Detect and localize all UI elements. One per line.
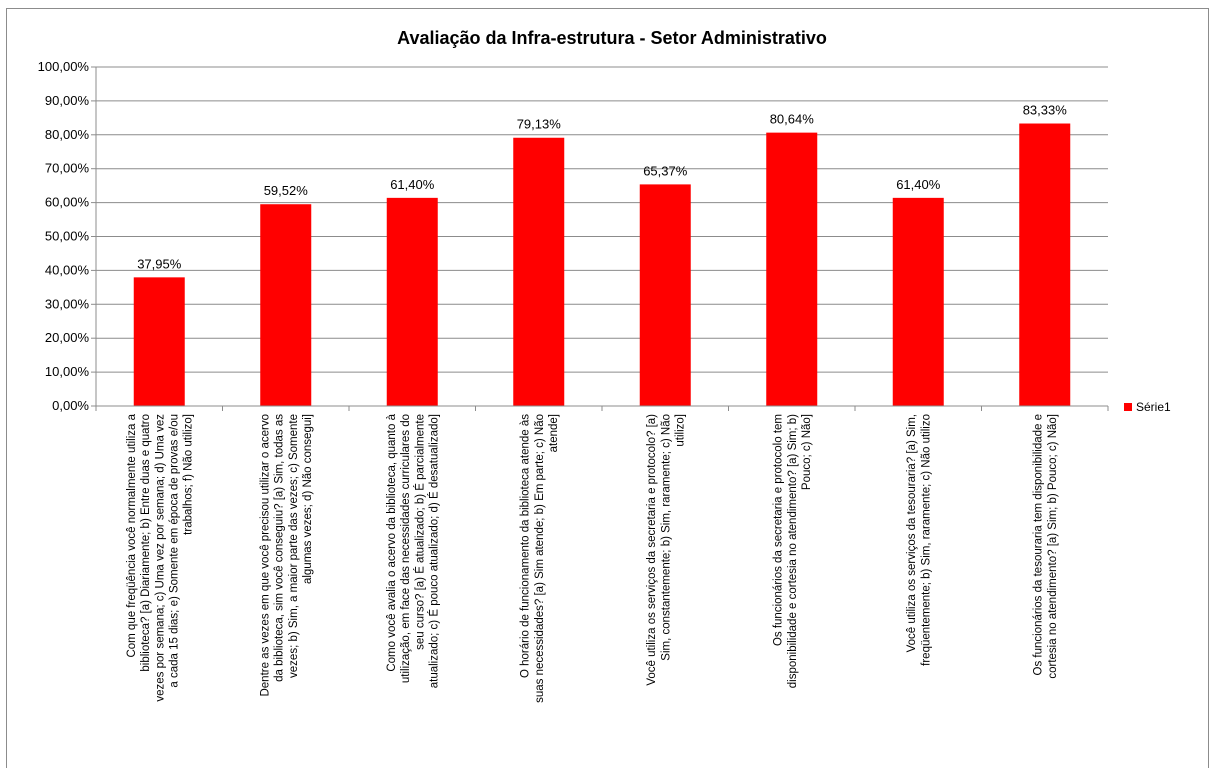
category-label-line: Dentre as vezes em que você precisou uti… [259, 414, 271, 697]
y-tick-label: 20,00% [45, 330, 90, 345]
data-label: 79,13% [517, 117, 562, 132]
data-label: 80,64% [770, 112, 815, 127]
category-label-line: vezes por semana; c) Uma vez por semana;… [154, 414, 166, 702]
category-label-line: cortesia no atendimento? [a) Sim; b) Pou… [1047, 414, 1059, 679]
y-tick-label: 30,00% [45, 296, 90, 311]
y-tick-label: 50,00% [45, 229, 90, 244]
y-tick-label: 80,00% [45, 127, 90, 142]
bar [386, 197, 438, 406]
category-label-line: O horário de funcionamento da biblioteca… [520, 414, 532, 678]
category-label-line: Você utiliza os serviços da secretaria e… [646, 414, 658, 686]
category-label-line: Como você avalia o acervo da biblioteca,… [386, 413, 398, 671]
data-label: 59,52% [264, 183, 309, 198]
category-label: O horário de funcionamento da biblioteca… [520, 414, 560, 703]
data-labels: 37,95% 59,52% 61,40% 79,13% 65,37% 80,64% 61,4… [137, 103, 1067, 272]
category-labels: Com que freqüência você normalmente util… [126, 413, 1059, 703]
bar [639, 184, 691, 406]
category-label-line: Pouco; c) Não] [801, 414, 813, 490]
category-label: Dentre as vezes em que você precisou uti… [259, 414, 314, 697]
bar [513, 137, 565, 406]
y-tick-label: 0,00% [52, 398, 89, 413]
category-label-line: suas necessidades? [a) Sim atende; b) Em… [534, 414, 546, 703]
category-label-text: Você utiliza os serviços da tesouraria? … [906, 414, 932, 666]
bar [766, 132, 818, 406]
y-tick-label: 90,00% [45, 93, 90, 108]
chart-title: Avaliação da Infra-estrutura - Setor Adm… [397, 28, 827, 48]
data-label: 65,37% [643, 163, 688, 178]
legend-swatch [1124, 403, 1132, 411]
bars [133, 123, 1071, 407]
data-label: 61,40% [896, 177, 941, 192]
y-tick-label: 10,00% [45, 364, 90, 379]
data-label: 61,40% [390, 177, 435, 192]
category-label-line: seu curso? [a) É atualizado; b) É parcia… [413, 414, 426, 650]
category-label: Como você avalia o acervo da biblioteca,… [386, 413, 441, 688]
category-label: Os funcionários da tesouraria tem dispon… [1033, 414, 1059, 679]
category-label-line: atualizado; c) É pouco atualizado; d) É … [428, 414, 441, 688]
data-label: 83,33% [1023, 103, 1068, 118]
category-label-text: Os funcionários da tesouraria tem dispon… [1033, 414, 1059, 679]
category-label-text: Você utiliza os serviços da secretaria e… [646, 414, 686, 686]
category-label-line: atende] [548, 414, 560, 452]
category-label-text: O horário de funcionamento da biblioteca… [520, 414, 560, 703]
axes [95, 67, 1109, 411]
y-tick-label: 70,00% [45, 161, 90, 176]
category-label-line: disponibilidade e cortesia no atendiment… [787, 414, 799, 688]
category-label-line: freqüentemente; b) Sim, raramente; c) Nã… [920, 414, 932, 666]
data-label: 37,95% [137, 256, 182, 271]
bar [892, 197, 944, 406]
category-label-line: utilização, em face das necessidades cur… [400, 414, 412, 683]
category-label-text: Como você avalia o acervo da biblioteca,… [386, 413, 441, 688]
category-label-line: biblioteca? [a) Diariamente; b) Entre du… [140, 414, 152, 672]
y-axis-ticks: 0,00% 10,00% 20,00% 30,00% 40,00% 50,00% 60,00… [38, 59, 96, 413]
category-label-line: Com que freqüência você normalmente util… [126, 413, 138, 657]
category-label-line: da biblioteca, sim você conseguiu? [a) S… [274, 414, 286, 682]
y-tick-label: 60,00% [45, 195, 90, 210]
category-label: Você utiliza os serviços da tesouraria? … [906, 414, 932, 666]
bar [133, 277, 185, 406]
category-label-line: Os funcionários da tesouraria tem dispon… [1033, 414, 1045, 675]
category-label-text: Com que freqüência você normalmente util… [126, 413, 195, 701]
bar [260, 204, 312, 406]
category-label-line: utilizo] [674, 414, 686, 447]
bar [1019, 123, 1071, 407]
y-tick-label: 40,00% [45, 262, 90, 277]
category-label-line: algumas vezes; d) Não consegui] [302, 414, 314, 584]
legend-label: Série1 [1136, 400, 1171, 414]
gridlines [96, 66, 1108, 407]
category-label: Você utiliza os serviços da secretaria e… [646, 414, 686, 686]
y-tick-label: 100,00% [38, 59, 90, 74]
category-label-line: vezes; b) Sim, a maior parte das vezes; … [288, 414, 300, 678]
category-label-line: Sim, constantemente; b) Sim, raramente; … [660, 414, 672, 661]
category-label-text: Os funcionários da secretaria e protocol… [773, 414, 813, 688]
legend: Série1 [1124, 400, 1171, 414]
category-label-line: trabalhos; f) Não utilizo] [183, 414, 195, 535]
category-label-text: Dentre as vezes em que você precisou uti… [259, 414, 314, 697]
category-label-line: Você utiliza os serviços da tesouraria? … [906, 414, 918, 652]
category-label-line: a cada 15 dias; e) Somente em época de p… [168, 414, 180, 688]
category-label-line: Os funcionários da secretaria e protocol… [773, 414, 785, 646]
category-label: Com que freqüência você normalmente util… [126, 413, 195, 701]
category-label: Os funcionários da secretaria e protocol… [773, 414, 813, 688]
